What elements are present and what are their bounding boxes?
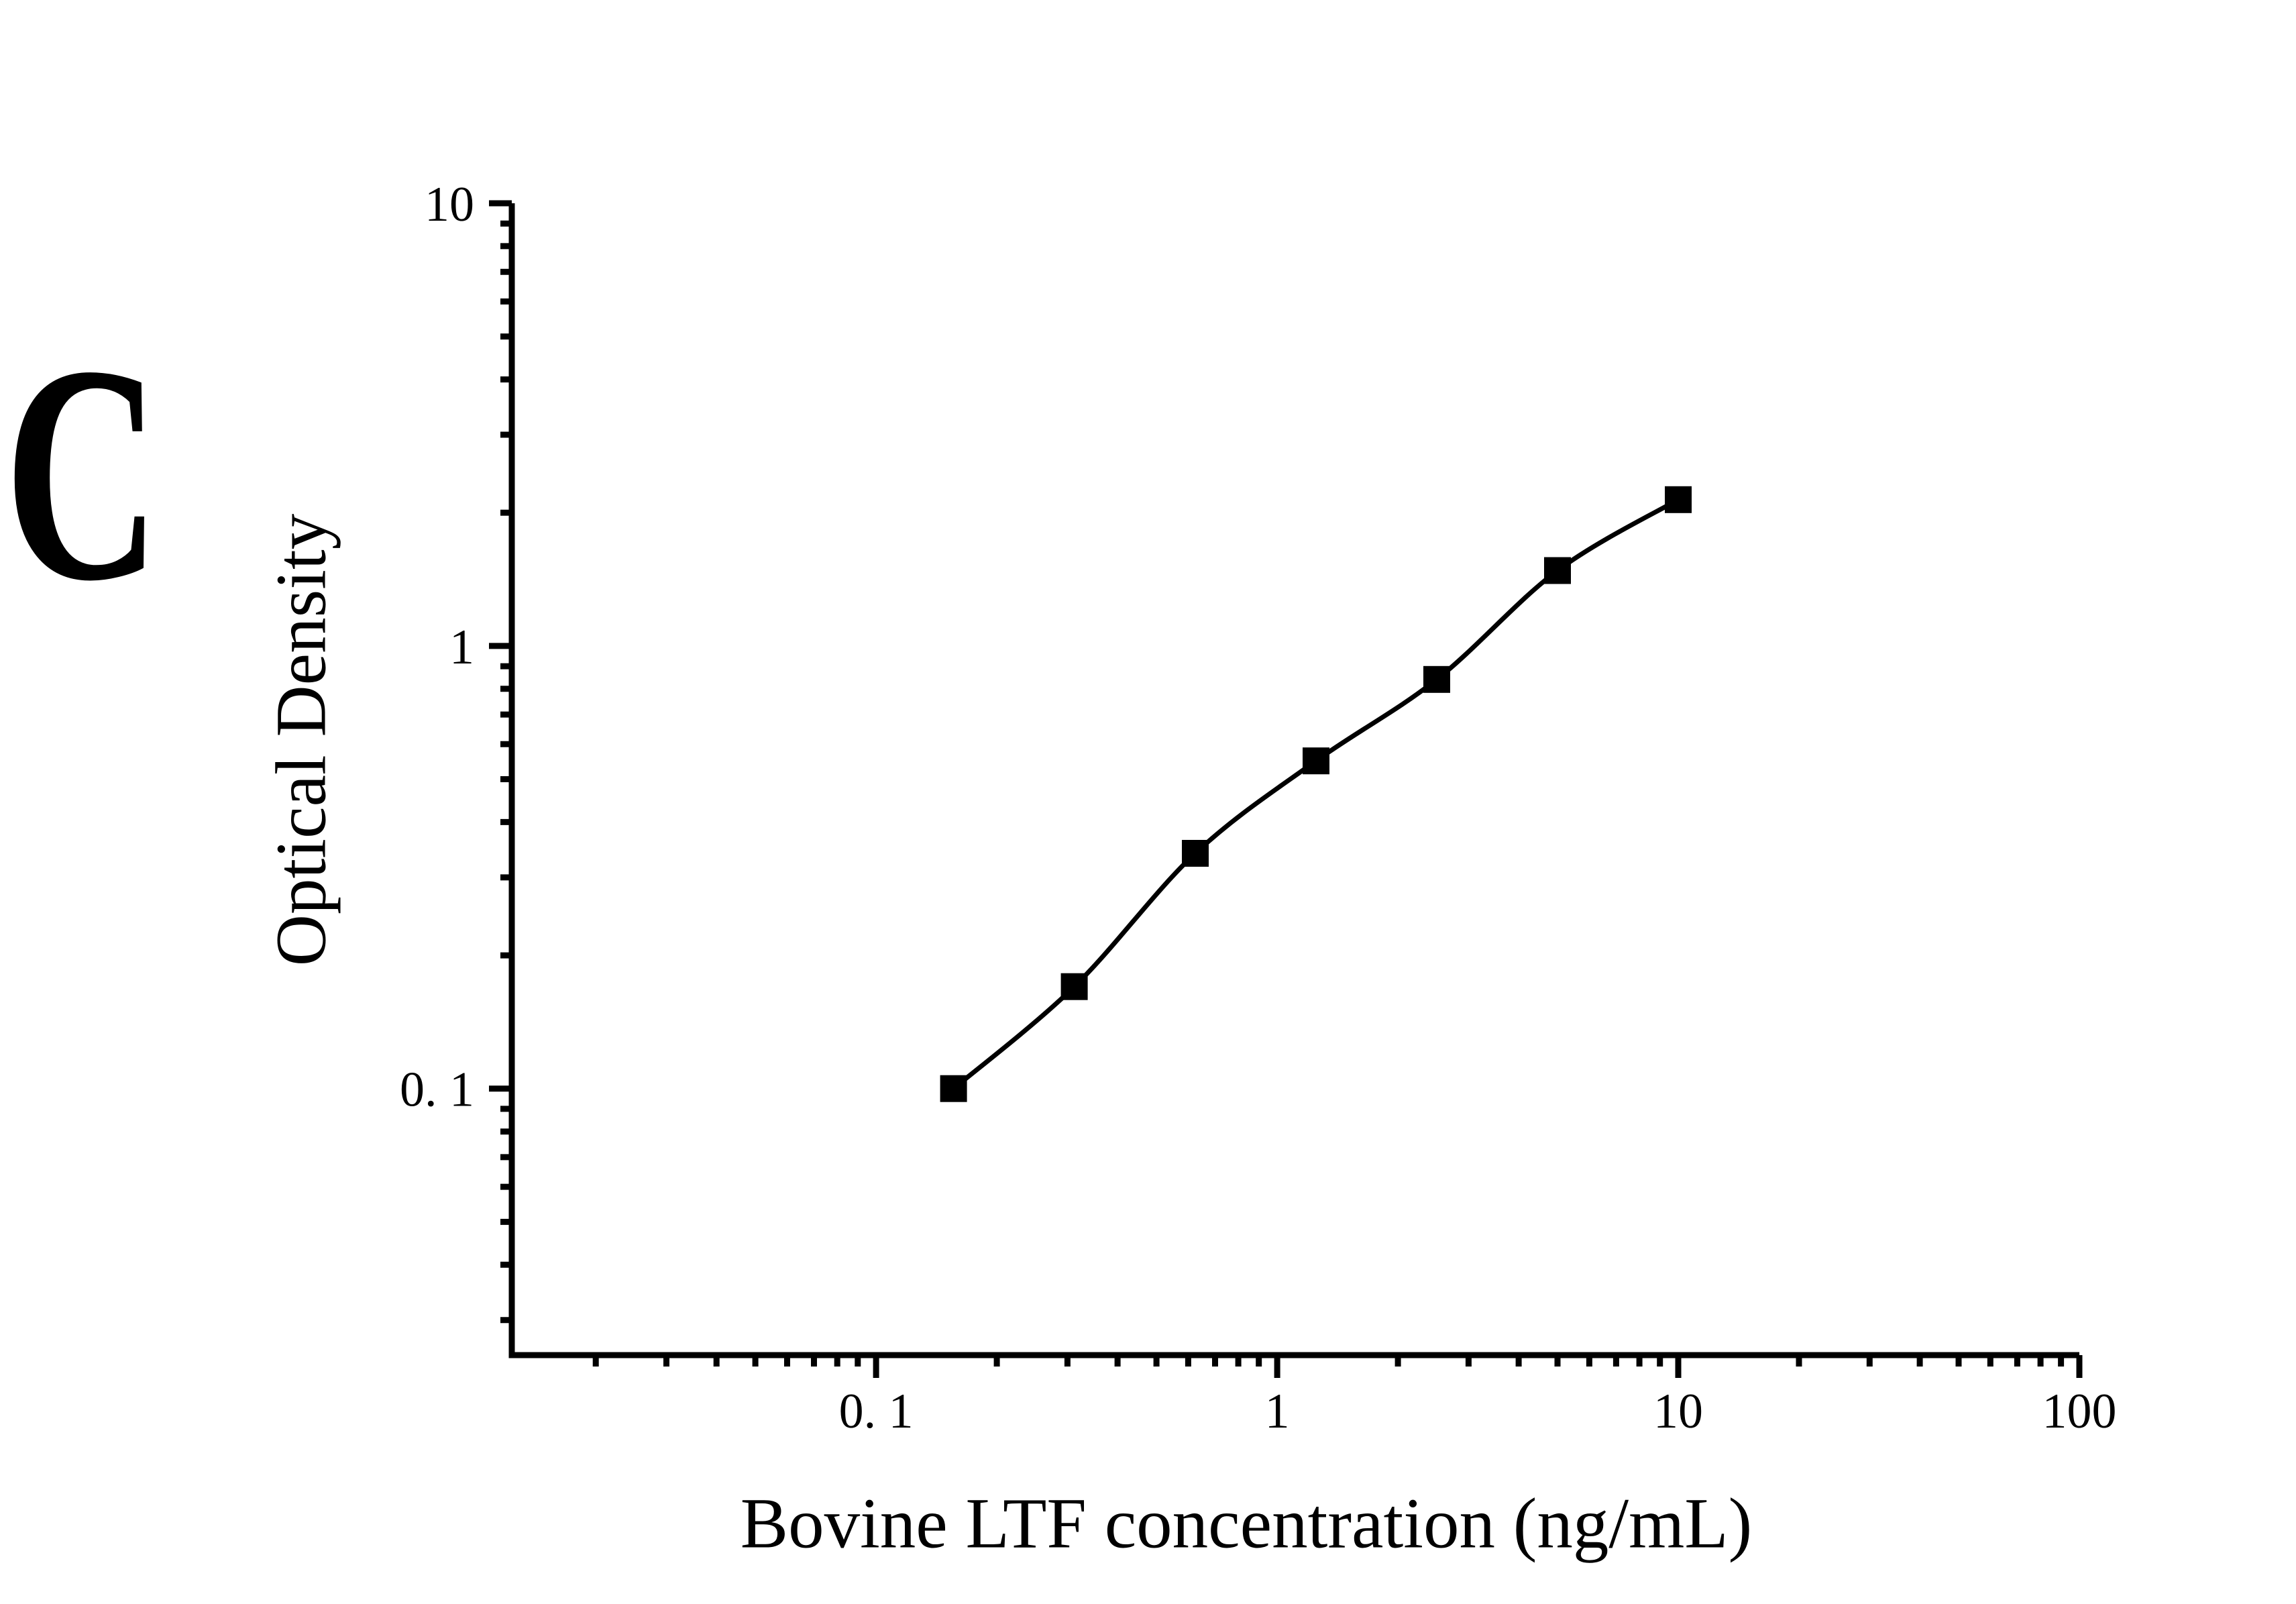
x-tick-label: 10 — [1653, 1384, 1703, 1439]
data-point-marker — [1544, 557, 1571, 584]
x-axis-title: Bovine LTF concentration (ng/mL) — [740, 1484, 1753, 1564]
fit-curve — [952, 497, 1680, 1091]
x-tick-label: 1 — [1265, 1384, 1290, 1439]
y-tick-label: 1 — [449, 620, 474, 675]
data-point-marker — [1182, 840, 1209, 867]
y-tick-label: 0. 1 — [400, 1063, 474, 1118]
x-tick-label: 100 — [2042, 1384, 2117, 1439]
axes — [508, 203, 2079, 1358]
tick-labels: 10 1 0. 1 0. 1 1 10 100 — [400, 177, 2117, 1439]
data-point-marker — [1060, 973, 1088, 1000]
data-point-marker — [1665, 486, 1692, 513]
y-tick-label: 10 — [425, 177, 474, 232]
data-point-marker — [1423, 665, 1450, 693]
data-point-marker — [940, 1075, 967, 1102]
series-bovine-ltf-standard-curve — [940, 486, 1692, 1102]
x-tick-label: 0. 1 — [839, 1384, 914, 1439]
axis-spines — [508, 203, 2079, 1358]
tick-marks — [489, 200, 2083, 1378]
panel-label: C — [4, 301, 161, 645]
y-axis-title: Optical Density — [262, 513, 341, 967]
data-point-marker — [1303, 747, 1329, 775]
